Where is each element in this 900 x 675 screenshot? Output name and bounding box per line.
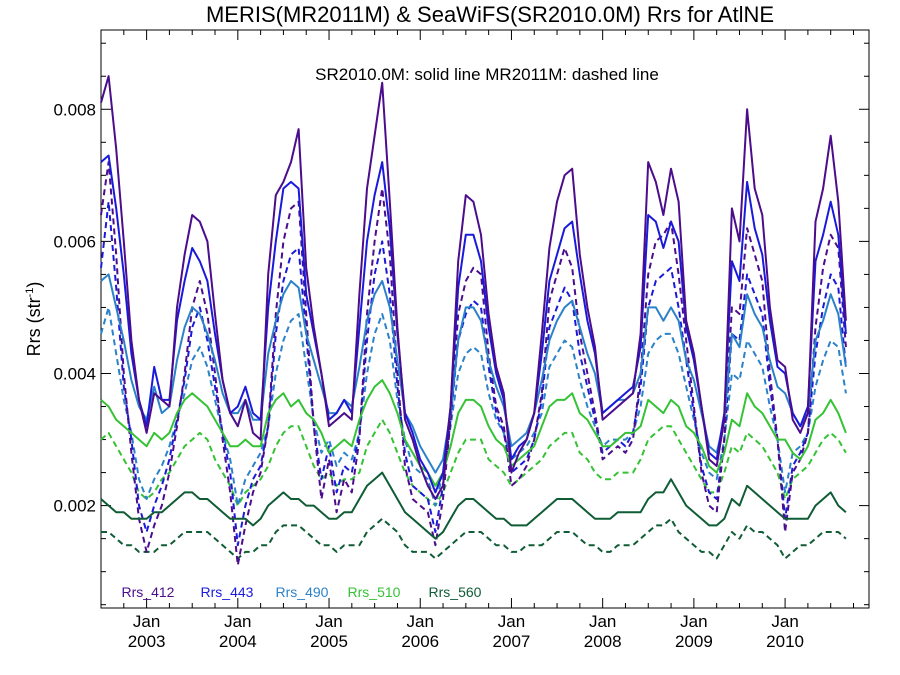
x-tick-label-year: 2003 [128, 632, 166, 651]
x-tick-label-month: Jan [133, 612, 160, 631]
x-tick-label-year: 2004 [219, 632, 257, 651]
legend-item-rrs-490: Rrs_490 [276, 584, 329, 600]
y-tick-label: 0.006 [53, 232, 96, 251]
y-axis: 0.002 0.004 0.006 0.008 [53, 42, 869, 606]
x-axis: Jan2003Jan2004Jan2005Jan2006Jan2007Jan20… [100, 30, 854, 651]
series-line-dashed-rrs-412 [100, 161, 847, 567]
x-tick-label-month: Jan [680, 612, 707, 631]
x-tick-label-year: 2005 [310, 632, 348, 651]
x-tick-label-year: 2007 [493, 632, 531, 651]
y-axis-label: Rrs (str-1) [24, 282, 44, 357]
x-tick-label-month: Jan [771, 612, 798, 631]
legend-item-rrs-560: Rrs_560 [429, 584, 482, 600]
x-tick-label-year: 2010 [766, 632, 804, 651]
x-tick-label-year: 2008 [584, 632, 622, 651]
y-tick-label: 0.004 [53, 364, 96, 383]
legend-item-rrs-443: Rrs_443 [201, 584, 254, 600]
chart-title: MERIS(MR2011M) & SeaWiFS(SR2010.0M) Rrs … [205, 2, 775, 27]
series-line-solid-rrs-510 [100, 379, 847, 487]
series-line-solid-rrs-412 [100, 75, 847, 500]
legend-item-rrs-412: Rrs_412 [122, 584, 175, 600]
series-line-dashed-rrs-443 [100, 200, 847, 547]
plot-frame [100, 29, 870, 609]
series-line-dashed-rrs-510 [100, 418, 847, 507]
series-line-dashed-rrs-490 [100, 306, 847, 507]
plot-area [100, 75, 847, 567]
x-tick-label-year: 2006 [401, 632, 439, 651]
legend-item-rrs-510: Rrs_510 [348, 584, 401, 600]
x-tick-label-month: Jan [224, 612, 251, 631]
y-tick-label: 0.002 [53, 497, 96, 516]
x-tick-label-month: Jan [407, 612, 434, 631]
series-style-note: SR2010.0M: solid line MR2011M: dashed li… [315, 65, 659, 84]
series-line-solid-rrs-560 [100, 471, 847, 540]
y-tick-label: 0.008 [53, 100, 96, 119]
series-line-dashed-rrs-560 [101, 517, 847, 560]
x-tick-label-month: Jan [589, 612, 616, 631]
y-axis-label-sup: -1 [24, 288, 36, 298]
series-line-solid-rrs-490 [100, 273, 847, 474]
x-tick-label-month: Jan [315, 612, 342, 631]
x-tick-label-month: Jan [498, 612, 525, 631]
x-tick-label-year: 2009 [675, 632, 713, 651]
legend: Rrs_412 Rrs_443 Rrs_490 Rrs_510 Rrs_560 [122, 584, 482, 600]
